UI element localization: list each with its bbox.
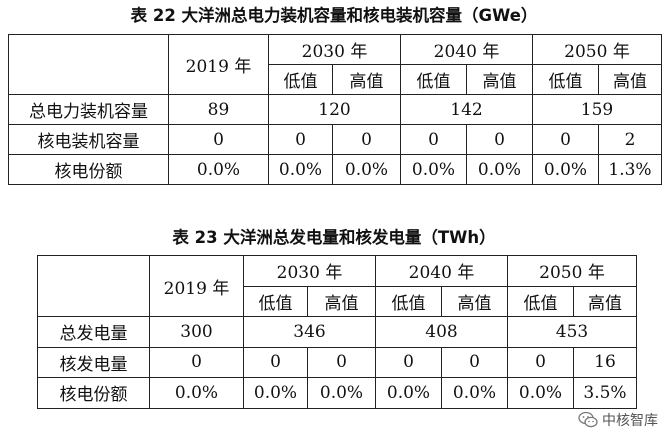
table-cell: 408 (375, 316, 508, 348)
row-label: 核电装机容量 (8, 124, 169, 155)
wechat-icon (578, 411, 598, 429)
header-2030: 2030 年 (268, 34, 401, 65)
header-low: 低值 (268, 64, 333, 95)
table-cell: 0 (243, 346, 308, 378)
header-high: 高值 (573, 285, 637, 317)
table-row: 核电份额 0.0% 0.0% 0.0% 0.0% 0.0% 0.0% 1.3% (8, 154, 662, 185)
header-2019: 2019 年 (168, 34, 269, 95)
header-high: 高值 (466, 64, 533, 95)
row-label: 总电力装机容量 (8, 94, 169, 125)
table-cell: 0.0% (400, 154, 467, 185)
table-cell: 16 (573, 346, 637, 378)
table-cell: 0 (532, 124, 599, 155)
table-cell: 0 (307, 346, 376, 378)
header-low: 低值 (375, 285, 442, 317)
table-cell: 0 (441, 346, 508, 378)
table-cell: 0.0% (532, 154, 599, 185)
table-row: 核电份额 0.0% 0.0% 0.0% 0.0% 0.0% 0.0% 3.5% (37, 377, 637, 409)
table-cell: 89 (168, 94, 269, 125)
header-empty-cell (37, 255, 150, 317)
table-row: 总电力装机容量 89 120 142 159 (8, 94, 662, 125)
header-high: 高值 (441, 285, 508, 317)
header-2040: 2040 年 (400, 34, 533, 65)
table-row: 核发电量 0 0 0 0 0 0 16 (37, 346, 637, 378)
table-cell: 159 (532, 94, 662, 125)
table-cell: 0 (507, 346, 574, 378)
table-cell: 346 (243, 316, 376, 348)
header-high: 高值 (332, 64, 401, 95)
header-low: 低值 (507, 285, 574, 317)
header-2050: 2050 年 (507, 255, 637, 287)
table-cell: 120 (268, 94, 401, 125)
table-cell: 0 (149, 346, 244, 378)
header-high: 高值 (598, 64, 662, 95)
table-cell: 0.0% (149, 377, 244, 409)
generation-table: 2019 年 2030 年 2040 年 2050 年 低值 高值 低值 高值 … (37, 255, 637, 409)
table-cell: 0.0% (441, 377, 508, 409)
table-subheader-row: 低值 高值 低值 高值 低值 高值 (9, 64, 662, 95)
table-cell: 142 (400, 94, 533, 125)
table-subheader-row: 低值 高值 低值 高值 低值 高值 (38, 285, 637, 317)
watermark-text: 中核智库 (602, 413, 658, 429)
table-cell: 0 (466, 124, 533, 155)
table-cell: 0 (400, 124, 467, 155)
table-cell: 0.0% (243, 377, 308, 409)
table-22-title: 表 22 大洋洲总电力装机容量和核电装机容量（GWe） (130, 6, 538, 25)
table-row: 核电装机容量 0 0 0 0 0 0 2 (8, 124, 662, 155)
header-low: 低值 (532, 64, 599, 95)
header-empty-cell (8, 34, 169, 95)
table-header-row: 2019 年 2030 年 2040 年 2050 年 (8, 34, 662, 95)
table-cell: 0 (375, 346, 442, 378)
table-23-title: 表 23 大洋洲总发电量和核发电量（TWh） (172, 228, 496, 247)
table-cell: 0 (332, 124, 401, 155)
header-2030: 2030 年 (243, 255, 376, 287)
watermark: 中核智库 (578, 410, 658, 430)
table-row: 总发电量 300 346 408 453 (37, 316, 637, 348)
header-high: 高值 (307, 285, 376, 317)
table-cell: 2 (598, 124, 662, 155)
header-2019: 2019 年 (149, 255, 244, 317)
table-cell: 0.0% (507, 377, 574, 409)
row-label: 总发电量 (37, 316, 150, 348)
table-cell: 0.0% (466, 154, 533, 185)
table-cell: 0.0% (375, 377, 442, 409)
table-cell: 0 (268, 124, 333, 155)
table-cell: 300 (149, 316, 244, 348)
table-header-row: 2019 年 2030 年 2040 年 2050 年 (37, 255, 637, 317)
table-cell: 453 (507, 316, 637, 348)
header-2040: 2040 年 (375, 255, 508, 287)
row-label: 核电份额 (37, 377, 150, 409)
table-cell: 0 (168, 124, 269, 155)
header-2050: 2050 年 (532, 34, 662, 65)
header-low: 低值 (243, 285, 308, 317)
table-cell: 0.0% (268, 154, 333, 185)
table-cell: 0.0% (307, 377, 376, 409)
row-label: 核发电量 (37, 346, 150, 378)
header-low: 低值 (400, 64, 467, 95)
table-cell: 1.3% (598, 154, 662, 185)
capacity-table: 2019 年 2030 年 2040 年 2050 年 低值 高值 低值 高值 … (8, 34, 662, 185)
table-cell: 3.5% (573, 377, 637, 409)
table-cell: 0.0% (168, 154, 269, 185)
row-label: 核电份额 (8, 154, 169, 185)
table-cell: 0.0% (332, 154, 401, 185)
